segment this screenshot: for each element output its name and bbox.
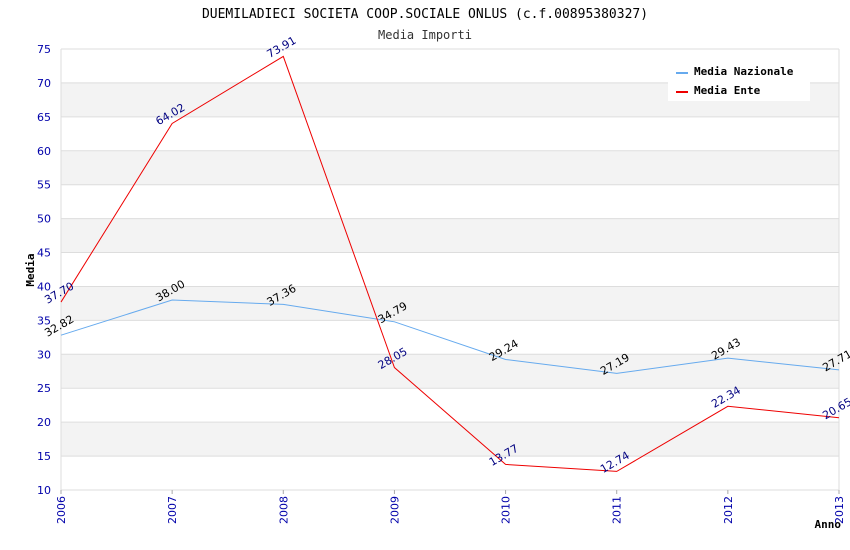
y-tick-label: 35 [37, 314, 51, 327]
x-axis-label: Anno [815, 518, 842, 531]
y-tick-label: 25 [37, 382, 51, 395]
series-line-media-ente [60, 55, 840, 472]
x-tick-label: 2008 [277, 496, 290, 524]
x-tick-label: 2011 [611, 496, 624, 524]
legend: Media Nazionale Media Ente [668, 59, 810, 101]
y-tick-label: 45 [37, 247, 51, 260]
x-tick-label: 2009 [388, 496, 401, 524]
y-tick-label: 55 [37, 179, 51, 192]
y-axis-label: Media [24, 253, 37, 286]
y-tick-label: 70 [37, 77, 51, 90]
x-tick-label: 2006 [55, 496, 68, 524]
chart-title: DUEMILADIECI SOCIETA COOP.SOCIALE ONLUS … [202, 7, 648, 22]
data-label: 73.91 [265, 34, 299, 61]
x-tick-label: 2012 [722, 496, 735, 524]
y-tick-label: 75 [37, 43, 51, 56]
series-lines [60, 55, 840, 472]
grid-band [61, 218, 839, 253]
y-tick-label: 65 [37, 111, 51, 124]
legend-label-media-ente: Media Ente [694, 84, 761, 97]
x-tick-label: 2010 [500, 496, 513, 524]
chart-subtitle: Media Importi [378, 28, 472, 42]
x-tick-label: 2013 [833, 496, 846, 524]
grid-band [61, 354, 839, 389]
y-tick-label: 30 [37, 348, 51, 361]
x-tick-label: 2007 [166, 496, 179, 524]
grid-band [61, 150, 839, 185]
y-axis-ticks: 10 15 20 25 30 35 40 45 50 55 60 65 70 75 [37, 43, 51, 497]
x-axis-ticks: 2006 2007 2008 2009 2010 2011 2012 2013 [55, 490, 846, 524]
grid-band [61, 422, 839, 457]
data-label: 20.65 [820, 395, 850, 422]
y-tick-label: 10 [37, 484, 51, 497]
series-line-media-nazionale [60, 299, 840, 374]
y-tick-label: 50 [37, 213, 51, 226]
y-tick-label: 20 [37, 416, 51, 429]
y-tick-label: 15 [37, 450, 51, 463]
y-tick-label: 40 [37, 280, 51, 293]
y-tick-label: 60 [37, 145, 51, 158]
grid-band [61, 286, 839, 321]
legend-label-media-nazionale: Media Nazionale [694, 65, 794, 78]
legend-box [668, 59, 810, 101]
